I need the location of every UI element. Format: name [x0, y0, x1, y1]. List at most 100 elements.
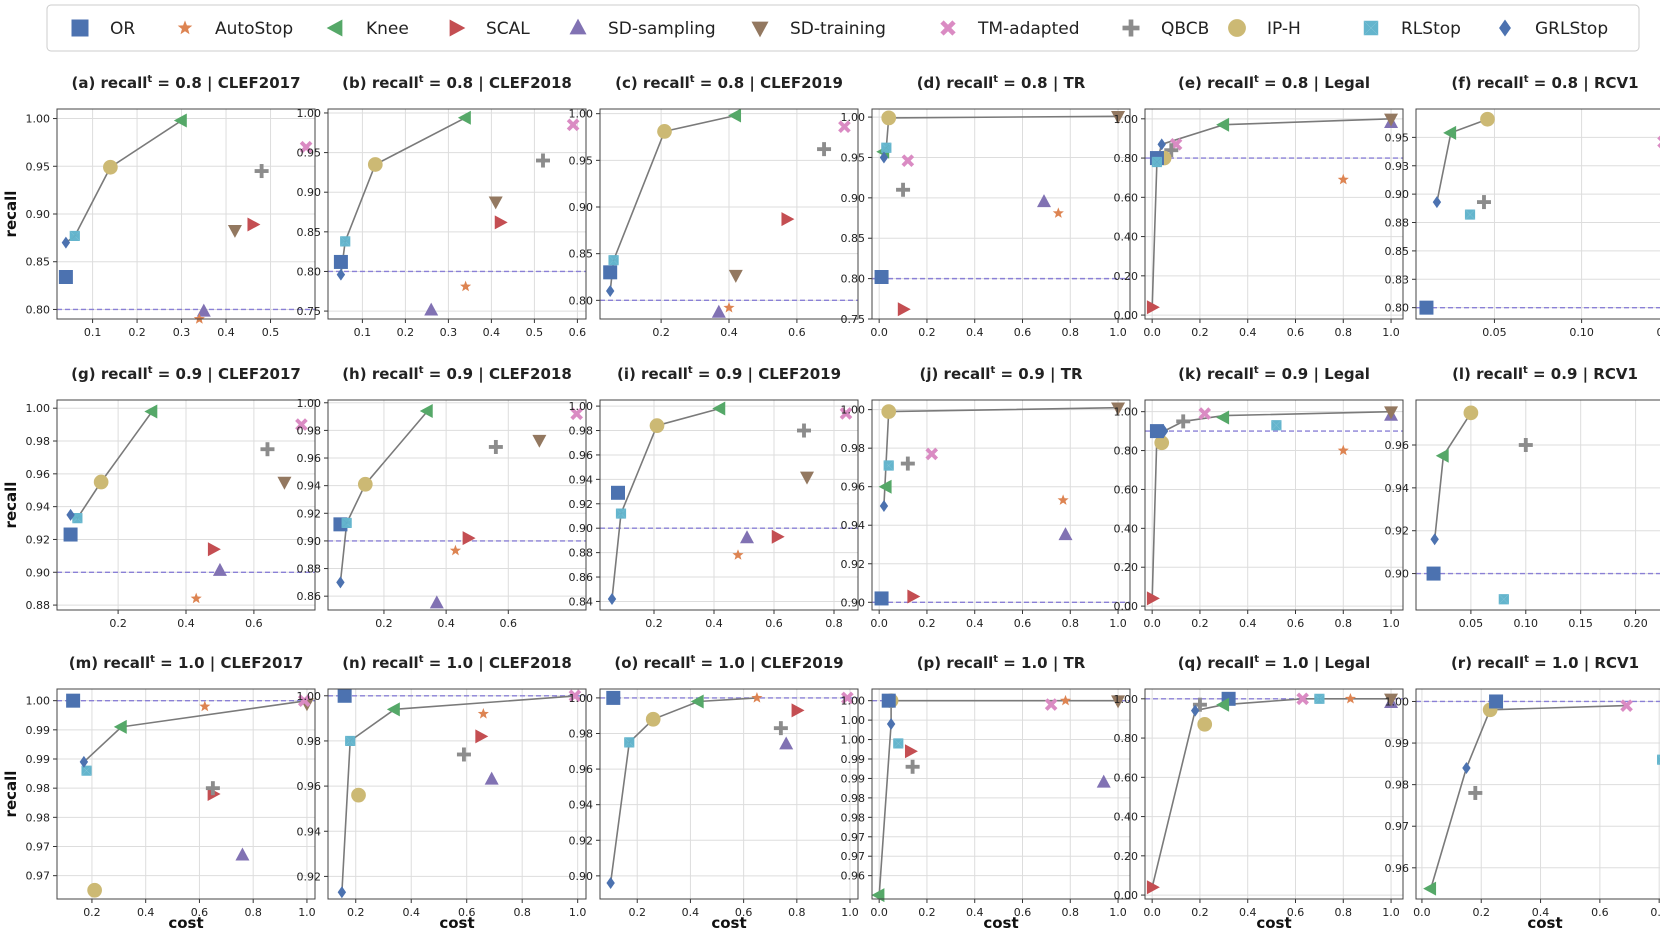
- panel-n-1-0-clef2018: (n) recallt = 1.0 | CLEF2018 0.2 0.4 0.6 0.8…: [297, 654, 587, 932]
- panel-p-1-0-tr: (p) recallt = 1.0 | TR 0.0 0.2 0.4 0.6 0.8 1.0…: [841, 654, 1131, 932]
- point-sd-sampling: [1058, 527, 1073, 541]
- title-prefix: (p) recall: [917, 654, 994, 672]
- x-tick-label: 0.2: [628, 906, 646, 919]
- y-tick-label: 0.90: [569, 201, 594, 214]
- x-axis-label: cost: [983, 914, 1018, 932]
- x-tick-label: 0.4: [437, 617, 455, 630]
- x-tick-label: 0.10: [1569, 326, 1594, 339]
- title-prefix: (g) recall: [71, 365, 148, 383]
- x-tick-label: 0.5: [262, 326, 280, 339]
- y-tick-label: 0.94: [569, 799, 594, 812]
- point-qbcb: [536, 153, 550, 168]
- grid: [600, 109, 858, 319]
- title-prefix: (i) recall: [617, 365, 688, 383]
- point-scal: [494, 215, 508, 230]
- grid: [1416, 689, 1660, 899]
- point-tm-adapted: [1198, 407, 1212, 420]
- y-tick-label: 0.92: [569, 834, 594, 847]
- x-tick-label: 0.8: [1062, 326, 1080, 339]
- y-tick-label: 0.90: [297, 186, 322, 199]
- panel-a-0-8-clef2017: (a) recallt = 0.8 | CLEF2017 0.1 0.2 0.3 0.4…: [2, 74, 316, 339]
- frontier-line: [609, 114, 736, 292]
- point-autostop: [193, 313, 205, 324]
- x-tick-label: 0.6: [1287, 326, 1305, 339]
- or-legend-marker: [71, 19, 89, 37]
- point-tm-adapted: [901, 154, 915, 168]
- point-qbcb: [488, 439, 503, 454]
- point-ip-h: [657, 124, 672, 139]
- y-tick-label: 0.98: [569, 727, 594, 740]
- y-tick-label: 0.97: [841, 850, 866, 863]
- x-tick-label: 0.2: [397, 326, 415, 339]
- point-rlstop: [345, 735, 356, 747]
- point-knee: [1216, 697, 1230, 712]
- point-sd-training: [1111, 111, 1126, 124]
- point-ip-h: [87, 882, 102, 898]
- autostop-legend-marker: [177, 20, 193, 35]
- point-qbcb: [1476, 195, 1491, 210]
- x-tick-label: 0.2: [128, 326, 146, 339]
- point-ip-h: [103, 159, 118, 175]
- x-tick-label: 0.2: [918, 617, 936, 630]
- point-grlstop: [61, 236, 71, 249]
- panel-l-0-9-rcv1: (l) recallt = 0.9 | RCV1 0.05 0.10 0.15 0.20…: [1385, 365, 1660, 630]
- x-tick-label: 0.8: [1062, 617, 1080, 630]
- point-sd-sampling: [1096, 774, 1111, 788]
- point-sd-sampling: [212, 562, 227, 576]
- point-scal: [904, 744, 918, 759]
- y-tick-label: 1.00: [1114, 693, 1139, 706]
- y-tick-label: 0.90: [841, 596, 866, 609]
- title-prefix: (d) recall: [917, 74, 994, 92]
- point-knee: [1435, 448, 1449, 463]
- y-tick-label: 0.90: [569, 522, 594, 535]
- axes-frame: [1415, 108, 1660, 320]
- point-sd-sampling: [196, 303, 211, 317]
- x-tick-label: 1.0: [1109, 617, 1127, 630]
- point-rlstop: [81, 765, 92, 776]
- point-rlstop: [615, 508, 627, 519]
- title-prefix: (m) recall: [69, 654, 150, 672]
- legend-item-rlstop: RLStop: [1363, 19, 1461, 39]
- axes-frame: [599, 688, 859, 900]
- y-tick-label: 0.86: [297, 590, 322, 603]
- legend-label: TM-adapted: [977, 19, 1080, 39]
- point-scal: [247, 217, 261, 232]
- y-tick-label: 0.92: [1385, 525, 1410, 538]
- y-tick-label: 0.86: [569, 571, 594, 584]
- y-tick-label: 0.98: [569, 425, 594, 438]
- x-tick-label: 0.2: [652, 326, 670, 339]
- frontier-line: [339, 410, 429, 583]
- title-superscript: t: [1254, 74, 1259, 85]
- y-tick-label: 0.95: [26, 160, 51, 173]
- x-tick-label: 0.2: [83, 906, 101, 919]
- legend-label: SD-sampling: [608, 19, 716, 39]
- point-knee: [144, 404, 158, 419]
- y-tick-label: 0.98: [297, 735, 322, 748]
- point-qbcb: [260, 442, 275, 457]
- x-tick-label: 0.15: [1657, 326, 1660, 339]
- panel-title: (c) recallt = 0.8 | CLEF2019: [615, 74, 843, 93]
- x-tick-label: 0.1: [84, 326, 102, 339]
- y-tick-label: 0.98: [841, 792, 866, 805]
- axes-frame: [871, 108, 1131, 320]
- point-qbcb: [1176, 414, 1191, 429]
- x-tick-label: 1.0: [1109, 906, 1127, 919]
- x-tick-label: 0.4: [137, 906, 155, 919]
- x-tick-label: 1.0: [298, 906, 316, 919]
- point-tm-adapted: [1620, 699, 1633, 712]
- point-ip-h: [1154, 435, 1170, 451]
- point-sd-sampling: [429, 595, 444, 609]
- frontier-line: [65, 119, 183, 244]
- title-superscript: t: [1523, 365, 1528, 376]
- x-tick-label: 0.2: [347, 906, 365, 919]
- point-scal: [791, 703, 805, 718]
- panel-c-0-8-clef2019: (c) recallt = 0.8 | CLEF2019 0.2 0.4 0.6 0.8…: [569, 74, 859, 339]
- x-tick-label: 0.2: [1191, 906, 1209, 919]
- panel-title: (j) recallt = 0.9 | TR: [919, 365, 1082, 384]
- panel-e-0-8-legal: (e) recallt = 0.8 | Legal 0.0 0.2 0.4 0.6 0.8…: [1114, 74, 1404, 339]
- panel-r-1-0-rcv1: (r) recallt = 1.0 | RCV1 0.0 0.2 0.4 0.6 0.8 0…: [1385, 654, 1660, 932]
- y-tick-label: 0.94: [26, 501, 51, 514]
- point-sd-sampling: [779, 736, 794, 750]
- point-rlstop: [883, 460, 894, 471]
- x-tick-label: 0.8: [1335, 326, 1353, 339]
